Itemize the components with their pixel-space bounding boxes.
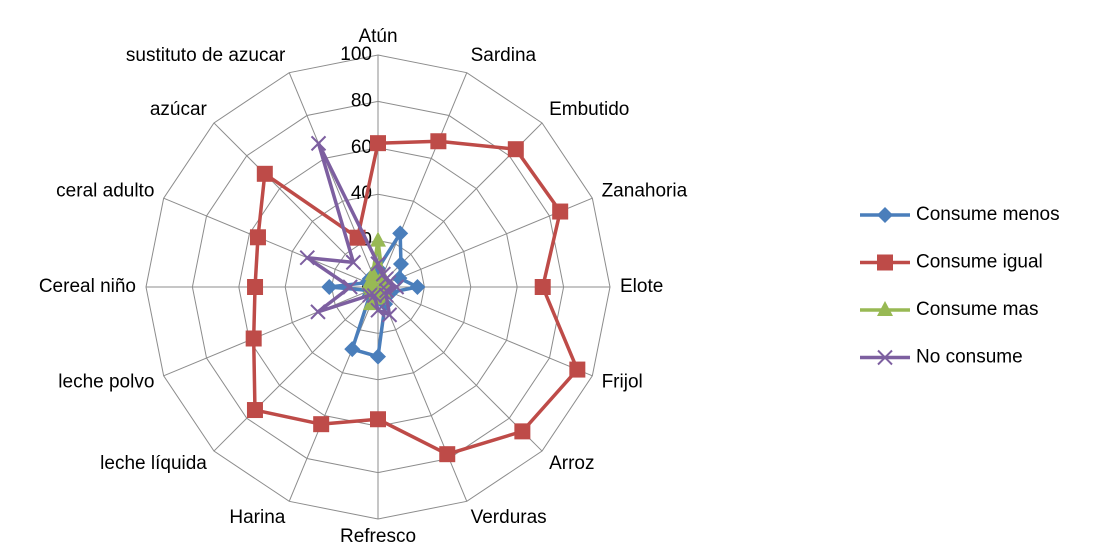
marker (249, 229, 266, 246)
tick-label: 80 (351, 90, 372, 111)
spoke (377, 286, 593, 377)
marker (256, 165, 273, 182)
marker (342, 279, 358, 295)
marker (391, 270, 408, 287)
marker (245, 330, 262, 347)
marker (439, 446, 456, 463)
marker (375, 266, 392, 282)
marker (392, 256, 409, 273)
marker (378, 282, 395, 299)
marker (877, 349, 893, 366)
spoke (377, 286, 468, 502)
tick-label: 60 (351, 137, 372, 158)
marker (877, 301, 893, 316)
category-label: azúcar (150, 99, 208, 120)
marker (370, 135, 386, 152)
category-label: Frijol (602, 372, 643, 393)
marker (310, 304, 326, 320)
spoke (163, 197, 379, 288)
spoke (213, 286, 379, 452)
category-label: Sardina (471, 45, 537, 66)
marker (569, 361, 586, 378)
marker (299, 249, 315, 266)
spoke (288, 286, 379, 502)
tick-label: 100 (340, 44, 372, 65)
marker (370, 411, 386, 428)
marker (388, 279, 405, 295)
category-label: Zanahoria (602, 180, 688, 201)
category-label: Refresco (340, 526, 416, 547)
marker (362, 287, 378, 303)
category-label: Harina (229, 507, 285, 528)
category-label: leche polvo (58, 372, 154, 393)
legend-label: Consume menos (916, 204, 1060, 225)
marker (392, 225, 409, 242)
marker (534, 279, 551, 295)
category-label: Elote (620, 276, 663, 297)
legend-label: No consume (916, 347, 1023, 368)
category-label: Arroz (549, 453, 594, 474)
marker (507, 141, 524, 158)
category-label: Atún (358, 26, 397, 47)
marker (370, 256, 386, 272)
marker (344, 341, 361, 358)
marker (366, 287, 383, 304)
series (299, 135, 405, 323)
marker (321, 279, 338, 295)
marker (378, 287, 394, 303)
spoke (288, 72, 379, 288)
marker (514, 423, 531, 440)
marker (246, 402, 263, 419)
marker (381, 307, 398, 323)
spoke (377, 72, 468, 288)
category-label: sustituto de azucar (126, 45, 286, 66)
legend-label: Consume mas (916, 299, 1039, 320)
category-label: Embutido (549, 99, 629, 120)
marker (247, 279, 264, 295)
marker (409, 279, 426, 295)
marker (345, 254, 362, 271)
marker (877, 207, 893, 223)
marker (877, 254, 893, 271)
category-label: ceral adulto (56, 180, 154, 201)
marker (310, 135, 327, 152)
legend-label: Consume igual (916, 252, 1043, 273)
marker (552, 203, 569, 220)
marker (370, 231, 386, 247)
marker (313, 416, 330, 433)
series-line (251, 139, 580, 456)
marker (370, 302, 386, 318)
marker (370, 348, 386, 365)
series (245, 133, 586, 463)
category-label: leche líquida (100, 453, 207, 474)
category-label: Verduras (471, 507, 547, 528)
marker (364, 265, 381, 281)
category-label: Cereal niño (39, 276, 136, 297)
spoke (163, 286, 379, 377)
marker (430, 133, 447, 150)
